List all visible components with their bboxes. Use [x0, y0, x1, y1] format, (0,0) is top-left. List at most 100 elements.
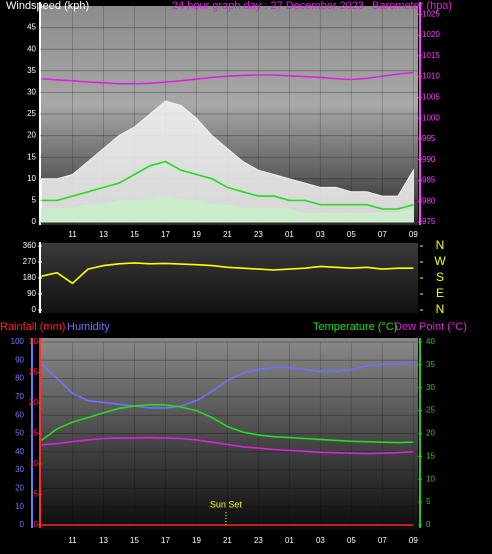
y2-tick-label: 40	[426, 337, 435, 346]
x-tick-label: 19	[192, 230, 201, 239]
x-tick-label: 05	[347, 230, 356, 239]
y2-tick-label: 975	[422, 217, 436, 226]
y-tick-label: 20	[27, 131, 36, 140]
y2-tick-label: 10	[426, 474, 435, 483]
y2-tick-label: 1005	[422, 92, 440, 101]
x-tick-label: 21	[223, 536, 232, 545]
y-axis-title: Windspeed (kph)	[6, 0, 89, 12]
x-tick-label: 11	[68, 536, 77, 545]
y-tick-label: 30	[15, 465, 24, 474]
y-tick-label: 360	[23, 241, 37, 250]
y-tick-label: 25	[27, 109, 36, 118]
y3-tick-label: 10	[29, 459, 38, 468]
y2-tick-label: 0	[426, 520, 431, 529]
line	[41, 71, 414, 85]
x-tick-label: 07	[378, 230, 387, 239]
y-tick-label: 80	[15, 374, 24, 383]
y2-tick-label: 995	[422, 134, 436, 143]
y-tick-label: 20	[15, 484, 24, 493]
y-tick-label: 15	[27, 152, 36, 161]
x-tick-label: 09	[409, 536, 418, 545]
y2-tick-label: 35	[426, 360, 435, 369]
y2-tick-label: 5	[426, 497, 431, 506]
line	[40, 361, 414, 409]
x-tick-label: 09	[409, 230, 418, 239]
y-tick-label: 0	[32, 217, 37, 226]
y2-tick-label: 1000	[422, 113, 440, 122]
x-tick-label: 23	[254, 536, 263, 545]
y-tick-label: 60	[15, 410, 24, 419]
line	[41, 436, 414, 455]
y3-tick-label: 20	[29, 398, 38, 407]
legend-entry: Humidity	[67, 321, 110, 333]
legend-entry: Temperature (°C)	[313, 321, 397, 333]
y2-tick-label: 15	[426, 451, 435, 460]
x-tick-label: 01	[285, 536, 294, 545]
y-tick-label: 45	[27, 23, 36, 32]
y-tick-label: 0	[32, 305, 37, 314]
y-tick-label: 10	[15, 502, 24, 511]
x-tick-label: 03	[316, 230, 325, 239]
y3-tick-label: 30	[29, 337, 38, 346]
x-tick-label: 17	[161, 536, 170, 545]
y2-tick-label: 1015	[422, 51, 440, 60]
x-tick-label: 13	[99, 230, 108, 239]
y-tick-label: 180	[23, 273, 37, 282]
legend-entry: Dew Point (°C)	[394, 321, 467, 333]
y-tick-label: 5	[32, 196, 37, 205]
plot-area	[40, 338, 418, 530]
y-tick-label: 100	[11, 337, 25, 346]
x-tick-label: 21	[223, 230, 232, 239]
x-tick-label: 23	[254, 230, 263, 239]
y-tick-label: 35	[27, 66, 36, 75]
y2-tick-label: E	[436, 286, 444, 300]
y-tick-label: 0	[20, 520, 25, 529]
x-tick-label: 07	[378, 536, 387, 545]
area	[41, 195, 414, 223]
y-tick-label: 40	[27, 44, 36, 53]
area	[41, 100, 414, 223]
y2-tick-label: 1020	[422, 30, 440, 39]
line	[41, 262, 414, 285]
y2-tick-label: 20	[426, 429, 435, 438]
y-tick-label: 50	[15, 429, 24, 438]
y-tick-label: 40	[15, 447, 24, 456]
line	[41, 403, 414, 444]
y2-tick-label: 1025	[422, 9, 440, 18]
y-tick-label: 270	[23, 257, 37, 266]
line	[41, 160, 414, 210]
annotation: Sun Set	[210, 499, 243, 509]
x-tick-label: 15	[130, 536, 139, 545]
y2-tick-label: 990	[422, 155, 436, 164]
y2-tick-label: 25	[426, 406, 435, 415]
x-tick-label: 01	[285, 230, 294, 239]
y2-tick-label: 985	[422, 176, 436, 185]
y-tick-label: 90	[27, 289, 36, 298]
y-tick-label: 10	[27, 174, 36, 183]
plot-area	[40, 243, 418, 313]
y-tick-label: 90	[15, 355, 24, 364]
y-tick-label: 70	[15, 392, 24, 401]
x-tick-label: 15	[130, 230, 139, 239]
x-tick-label: 17	[161, 230, 170, 239]
y3-tick-label: 25	[29, 368, 38, 377]
y2-axis-title: Barometer (hpa)	[372, 0, 452, 12]
y2-tick-label: N	[436, 302, 445, 316]
y2-tick-label: 30	[426, 383, 435, 392]
legend-entry: Rainfall (mm)	[0, 321, 65, 333]
y-tick-label: 30	[27, 88, 36, 97]
y2-tick-label: S	[436, 270, 444, 284]
y2-tick-label: 1010	[422, 72, 440, 81]
y2-tick-label: W	[434, 254, 446, 268]
x-tick-label: 03	[316, 536, 325, 545]
y2-tick-label: 980	[422, 196, 436, 205]
y3-tick-label: 0	[34, 520, 39, 529]
x-tick-label: 19	[192, 536, 201, 545]
x-tick-label: 11	[68, 230, 77, 239]
y3-tick-label: 15	[29, 429, 38, 438]
chart-title: 24 hour graph day : 27 December 2023	[172, 0, 364, 12]
y3-tick-label: 5	[34, 490, 39, 499]
y2-tick-label: N	[436, 238, 445, 252]
